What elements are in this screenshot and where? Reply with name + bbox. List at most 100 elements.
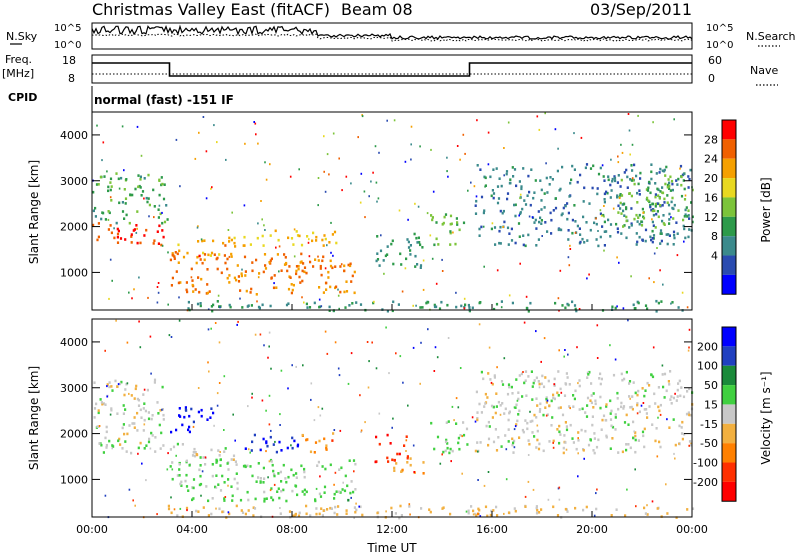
data-cell <box>311 239 314 243</box>
speckle <box>681 291 684 294</box>
data-cell <box>122 423 125 426</box>
speckle <box>405 450 407 452</box>
data-cell <box>467 509 470 513</box>
data-cell <box>194 451 197 454</box>
data-cell <box>192 290 195 293</box>
data-cell <box>100 443 103 447</box>
data-cell <box>641 430 645 434</box>
data-cell <box>680 175 683 179</box>
data-cell <box>558 424 561 428</box>
data-cell <box>534 179 537 182</box>
data-cell <box>495 505 498 509</box>
data-cell <box>319 264 322 268</box>
data-cell <box>241 511 245 514</box>
data-cell <box>682 218 685 222</box>
speckle <box>268 423 271 426</box>
data-cell <box>510 239 514 242</box>
data-cell <box>167 507 171 511</box>
data-cell <box>649 205 652 209</box>
data-cell <box>390 242 393 246</box>
velocity-colorbar-tick: 50 <box>704 379 718 392</box>
data-cell <box>433 243 436 247</box>
data-cell <box>408 505 411 508</box>
speckle <box>293 255 296 258</box>
data-cell <box>330 507 333 510</box>
data-cell <box>199 456 202 459</box>
data-cell <box>631 395 634 398</box>
data-cell <box>633 307 636 310</box>
data-cell <box>441 223 444 226</box>
data-cell <box>683 198 687 201</box>
data-cell <box>666 185 669 189</box>
data-cell <box>511 301 514 305</box>
data-cell <box>669 189 672 192</box>
speckle <box>166 468 169 471</box>
speckle <box>558 309 560 312</box>
data-cell <box>215 461 218 464</box>
data-cell <box>586 396 590 400</box>
speckle <box>324 190 327 193</box>
speckle <box>621 151 624 154</box>
data-cell <box>586 371 589 375</box>
data-cell <box>96 425 99 428</box>
data-cell <box>616 181 619 184</box>
scatter-region-6 <box>430 213 466 247</box>
data-cell <box>557 228 560 232</box>
data-cell <box>460 304 463 308</box>
data-cell <box>456 221 459 224</box>
data-cell <box>476 512 480 516</box>
data-cell <box>322 244 325 247</box>
data-cell <box>346 484 349 488</box>
data-cell <box>325 288 328 291</box>
data-cell <box>161 182 164 186</box>
data-cell <box>634 450 637 454</box>
data-cell <box>616 391 619 395</box>
data-cell <box>457 436 460 440</box>
data-cell <box>644 512 647 515</box>
data-cell <box>232 454 236 458</box>
speckle <box>596 324 599 327</box>
speckle <box>656 455 659 458</box>
data-cell <box>300 260 303 263</box>
data-cell <box>261 303 264 307</box>
data-cell <box>183 415 186 419</box>
data-cell <box>133 422 136 425</box>
data-cell <box>459 434 462 437</box>
data-cell <box>147 411 150 414</box>
data-cell <box>657 194 660 197</box>
data-cell <box>514 214 517 218</box>
data-cell <box>231 494 234 498</box>
data-cell <box>493 374 496 377</box>
data-cell <box>353 506 356 509</box>
data-cell <box>219 458 222 462</box>
velocity-colorbar-frame <box>721 326 737 502</box>
speckle <box>179 507 182 510</box>
data-cell <box>272 443 275 446</box>
speckle <box>652 121 654 124</box>
data-cell <box>651 229 654 233</box>
data-cell <box>659 204 662 207</box>
data-cell <box>433 447 436 451</box>
data-cell <box>650 163 653 166</box>
data-cell <box>501 402 504 405</box>
data-cell <box>634 434 637 438</box>
data-cell <box>284 256 287 259</box>
speckle <box>616 256 618 259</box>
speckle <box>363 190 366 193</box>
data-cell <box>664 174 667 177</box>
data-cell <box>634 438 637 442</box>
data-cell <box>442 450 445 454</box>
speckle <box>364 421 366 424</box>
velocity-ytick-label: 2000 <box>60 428 88 441</box>
data-cell <box>669 398 672 401</box>
data-cell <box>202 251 205 255</box>
data-cell <box>378 442 381 446</box>
speckle <box>323 170 325 173</box>
data-cell <box>656 210 659 213</box>
data-cell <box>651 209 654 213</box>
data-cell <box>118 437 121 441</box>
data-cell <box>162 235 165 239</box>
speckle <box>224 496 227 498</box>
data-cell <box>633 163 636 167</box>
velocity-colorbar-swatch <box>722 327 736 347</box>
